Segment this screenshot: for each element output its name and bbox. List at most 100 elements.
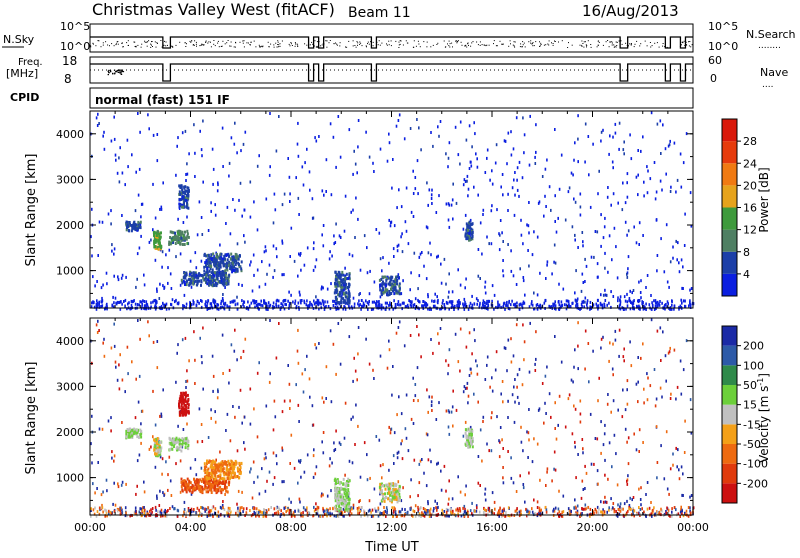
background-cell (161, 266, 163, 269)
background-cell (405, 427, 407, 430)
near-range-cell (671, 511, 673, 514)
near-range-cell (295, 300, 297, 303)
freq-early-dot (112, 73, 113, 74)
nsearch-dot (391, 45, 392, 46)
background-cell (113, 116, 115, 119)
background-cell (321, 288, 323, 291)
background-cell (420, 355, 422, 358)
background-cell (513, 274, 515, 277)
background-cell (469, 331, 471, 334)
background-cell (516, 179, 518, 182)
background-cell (318, 342, 320, 345)
background-cell (674, 349, 676, 352)
nsearch-dot (486, 45, 487, 46)
background-cell (436, 211, 438, 214)
background-cell (500, 186, 502, 189)
echo-cell (195, 280, 197, 283)
background-cell (666, 430, 668, 433)
nsearch-dot (663, 43, 664, 44)
background-cell (121, 214, 123, 217)
background-cell (225, 222, 227, 225)
background-cell (396, 413, 398, 416)
nsearch-dot (416, 46, 417, 47)
background-cell (437, 332, 439, 335)
echo-cell (468, 232, 470, 235)
background-cell (388, 469, 390, 472)
background-cell (597, 192, 599, 195)
colorbar-tick-label: 16 (743, 202, 757, 215)
background-cell (115, 366, 117, 369)
background-cell (125, 276, 127, 279)
background-cell (669, 140, 671, 143)
near-range-cell (508, 506, 510, 509)
background-cell (398, 326, 400, 329)
near-range-cell (91, 301, 93, 304)
background-cell (638, 243, 640, 246)
near-range-cell (499, 507, 501, 510)
background-cell (510, 337, 512, 340)
background-cell (504, 139, 506, 142)
background-cell (367, 478, 369, 481)
nsearch-dot (502, 44, 503, 45)
nsearch-dot (330, 40, 331, 41)
near-range-cell (251, 302, 253, 305)
background-cell (352, 461, 354, 464)
background-cell (575, 408, 577, 411)
background-cell (480, 428, 482, 431)
background-cell (584, 368, 586, 371)
freq-early-dot (120, 69, 121, 70)
echo-cell (217, 270, 219, 273)
background-cell (518, 402, 520, 405)
background-cell (312, 197, 314, 200)
near-range-cell (655, 304, 657, 307)
nsearch-dot (444, 41, 445, 42)
echo-cell (219, 280, 221, 283)
nsearch-dot (278, 42, 279, 43)
background-cell (400, 235, 402, 238)
background-cell (253, 200, 255, 203)
background-cell (460, 284, 462, 287)
background-cell (430, 131, 432, 134)
background-cell (273, 221, 275, 224)
nsearch-dot (493, 43, 494, 44)
background-cell (232, 198, 234, 201)
background-cell (309, 189, 311, 192)
background-cell (574, 498, 576, 501)
background-cell (432, 352, 434, 355)
background-cell (483, 209, 485, 212)
near-range-cell (539, 507, 541, 510)
background-cell (542, 175, 544, 178)
near-range-cell (423, 507, 425, 510)
echo-cell (208, 256, 210, 259)
nsearch-dot (179, 42, 180, 43)
nsearch-dot (381, 43, 382, 44)
nsearch-dot (289, 44, 290, 45)
nsearch-dot (191, 40, 192, 41)
nsearch-dot (116, 44, 117, 45)
colorbar-segment (722, 163, 737, 185)
background-cell (417, 494, 419, 497)
nsearch-dot (639, 45, 640, 46)
echo-cell (179, 193, 181, 196)
background-cell (661, 396, 663, 399)
background-cell (499, 248, 501, 251)
background-cell (355, 404, 357, 407)
background-cell (265, 456, 267, 459)
near-range-cell (155, 299, 157, 302)
background-cell (388, 426, 390, 429)
background-cell (640, 296, 642, 299)
near-range-cell (472, 304, 474, 307)
echo-cell (140, 226, 142, 229)
background-cell (572, 380, 574, 383)
echo-cell (238, 258, 240, 261)
background-cell (445, 490, 447, 493)
background-cell (551, 272, 553, 275)
near-range-cell (418, 508, 420, 511)
background-cell (143, 481, 145, 484)
background-cell (481, 460, 483, 463)
background-cell (139, 247, 141, 250)
background-cell (102, 284, 104, 287)
nsearch-dot (476, 42, 477, 43)
freq-early-dot (114, 73, 115, 74)
